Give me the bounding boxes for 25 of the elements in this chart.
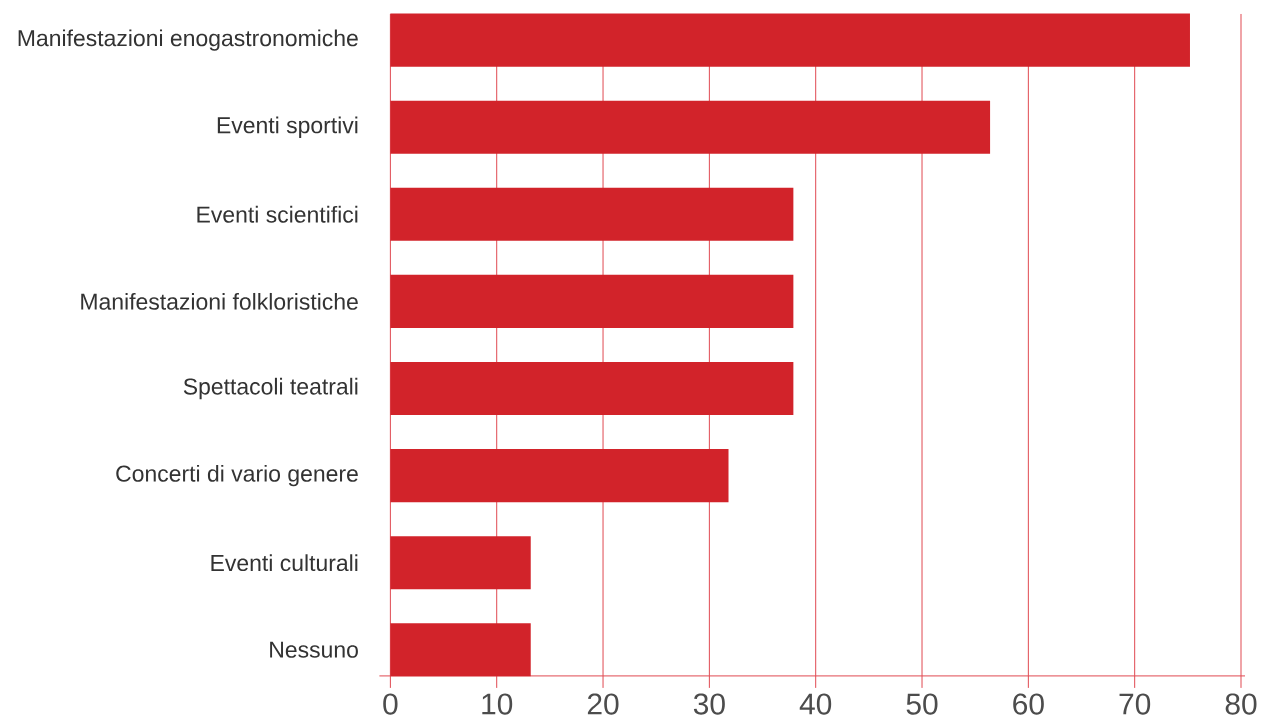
x-tick-label: 20 bbox=[587, 693, 619, 715]
y-tick-label: Eventi sportivi bbox=[217, 116, 358, 138]
bar bbox=[390, 187, 794, 241]
y-tick-label: Nessuno bbox=[270, 641, 358, 658]
bar bbox=[390, 449, 729, 503]
bar bbox=[390, 274, 794, 329]
y-tick-label: Spettacoli teatrali bbox=[183, 377, 358, 400]
bar bbox=[390, 362, 794, 416]
bar bbox=[390, 100, 991, 154]
x-tick-label: 10 bbox=[482, 693, 513, 715]
y-tick-label: Eventi scientifici bbox=[197, 205, 358, 223]
x-tick-label: 80 bbox=[1225, 693, 1257, 715]
y-tick-label: Manifestazioni enogastronomiche bbox=[18, 29, 358, 51]
y-tick-label: Concerti di vario genere bbox=[116, 464, 358, 487]
x-tick-label: 70 bbox=[1119, 693, 1151, 715]
bar bbox=[390, 536, 531, 590]
y-tick-label: Eventi culturali bbox=[211, 554, 358, 572]
bar bbox=[390, 13, 1190, 67]
y-tick-label: Manifestazioni folkloristiche bbox=[81, 293, 358, 310]
x-tick-label: 0 bbox=[383, 693, 398, 715]
x-tick-label: 50 bbox=[906, 693, 938, 715]
x-tick-label: 60 bbox=[1013, 693, 1044, 715]
x-tick-label: 40 bbox=[799, 693, 832, 715]
x-tick-label: 30 bbox=[693, 693, 725, 715]
bar bbox=[390, 623, 531, 677]
